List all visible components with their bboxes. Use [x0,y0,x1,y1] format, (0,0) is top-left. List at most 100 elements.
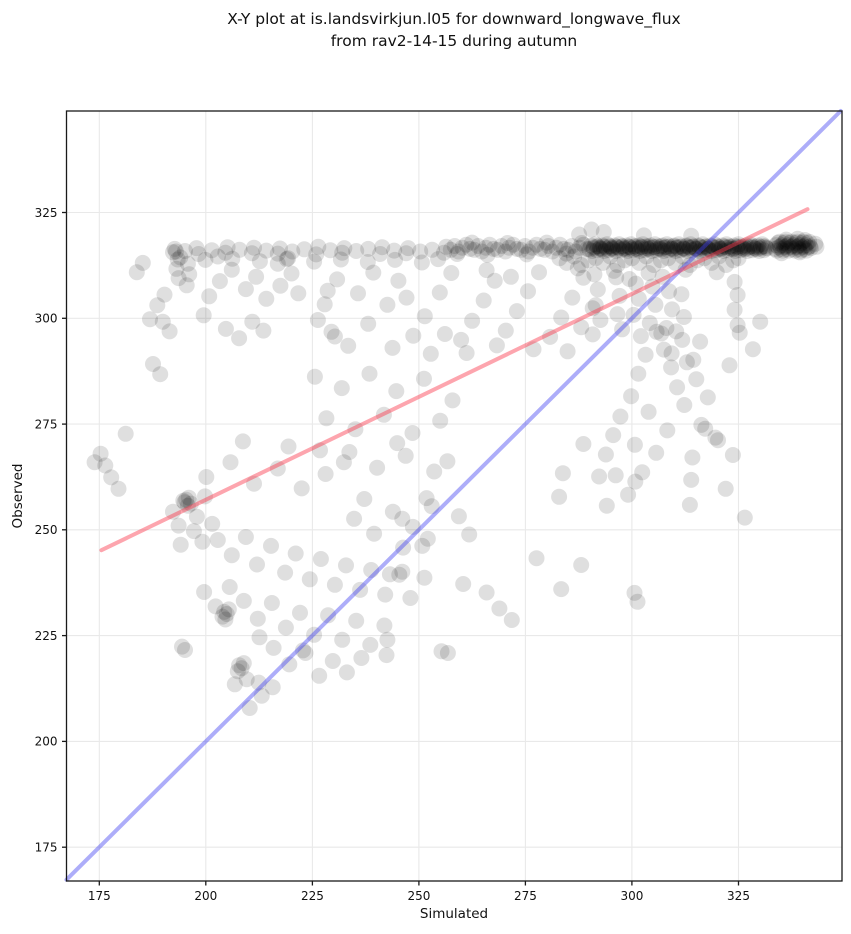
data-point [702,237,719,254]
data-point [801,233,818,250]
x-tick-label: 225 [301,889,324,903]
data-point [653,325,670,342]
data-point [592,239,608,256]
data-point [655,243,672,259]
data-point [412,243,429,260]
data-point [404,425,421,441]
data-point [431,284,448,301]
data-point [739,243,756,259]
data-point [360,315,377,332]
data-point [166,240,183,257]
data-point [663,345,680,362]
data-point [442,241,459,258]
data-point [718,257,735,273]
data-point [290,285,307,302]
data-point [525,341,542,358]
data-point [745,238,762,255]
data-point [372,246,389,262]
data-point [497,243,514,260]
data-point [450,243,467,260]
data-point [694,239,711,256]
data-point [591,468,608,485]
data-point [697,238,714,255]
data-point [664,301,680,318]
data-point [615,240,632,257]
data-point [454,239,471,256]
data-point [575,269,592,286]
y-tick-label: 225 [35,629,58,643]
data-point [796,240,813,257]
data-point [145,356,161,372]
data-point [277,619,294,636]
data-point [540,238,557,254]
data-point [644,243,660,259]
data-point [207,598,224,615]
data-point [773,240,790,257]
data-point [648,323,665,340]
data-point [571,226,588,243]
data-point [785,240,801,257]
data-point [612,242,629,259]
data-point [688,241,705,258]
data-point [226,676,243,693]
data-point [551,236,568,253]
y-tick-label: 200 [35,735,58,749]
data-point [419,530,436,547]
data-point [712,241,729,258]
data-point [714,237,731,254]
data-point [326,328,343,345]
data-point [724,241,741,258]
data-point [589,242,605,259]
data-point [555,240,572,257]
data-point [269,245,286,262]
data-point [732,239,749,256]
data-point [203,242,220,259]
data-point [379,631,396,648]
data-point [644,278,661,295]
data-point [217,320,234,337]
data-point [263,595,280,611]
data-point [165,503,181,520]
data-point [710,432,726,449]
data-point [648,242,665,259]
data-point [725,252,742,269]
data-point [655,341,672,358]
data-point [781,235,798,251]
data-point [789,230,806,247]
data-point [573,557,590,573]
data-point [188,240,205,257]
data-point [175,492,192,509]
fit-line [99,207,810,553]
data-point [693,416,710,433]
data-point [563,238,580,254]
data-point [475,292,492,309]
data-point [779,240,795,257]
data-point [607,467,624,484]
chart-title: X-Y plot at is.landsvirkjun.l05 for down… [66,8,842,53]
data-point [590,238,607,255]
data-point [614,238,631,255]
data-point [306,253,323,270]
data-point [432,412,449,429]
data-point [632,243,648,259]
data-point [185,523,202,540]
data-point [626,238,643,255]
data-point [134,254,151,271]
data-point [658,236,675,253]
data-point [614,321,631,338]
data-point [608,238,625,255]
data-point [700,240,717,257]
data-point [685,238,702,255]
data-point [633,239,650,256]
data-point [231,657,248,674]
data-point [669,239,686,256]
data-point [602,238,619,255]
data-point [197,488,213,505]
data-point [754,236,771,253]
data-point [625,306,642,323]
data-point [312,551,329,567]
data-point [710,248,727,265]
data-point [640,238,657,255]
data-point [788,239,805,256]
